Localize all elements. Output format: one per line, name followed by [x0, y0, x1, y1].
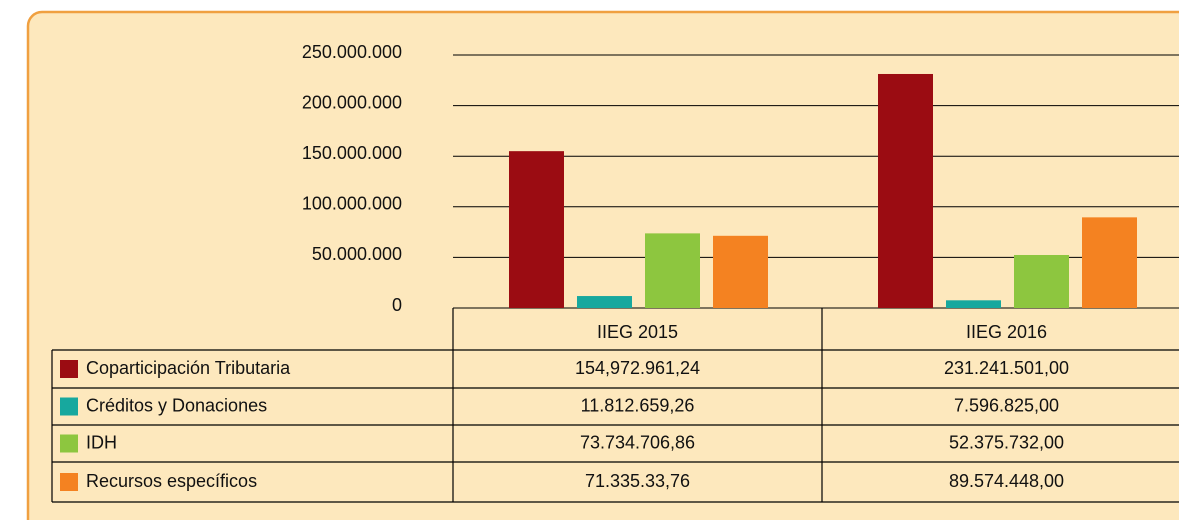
y-tick-label: 0	[392, 295, 402, 315]
x-tick-label: IIEG 2016	[966, 322, 1047, 342]
legend-label: Recursos específicos	[86, 471, 257, 491]
bar	[509, 151, 564, 308]
table-value: 89.574.448,00	[949, 471, 1064, 491]
table-value: 11.812.659,26	[581, 395, 695, 415]
bar	[1014, 254, 1069, 308]
legend-swatch	[60, 434, 78, 453]
y-tick-label: 200.000.000	[302, 92, 402, 112]
bar	[878, 73, 933, 308]
bar	[946, 300, 1001, 308]
table-value: 231.241.501,00	[944, 358, 1069, 378]
legend-label: Coparticipación Tributaria	[86, 358, 291, 378]
y-tick-label: 100.000.000	[302, 194, 402, 214]
table-value: 52.375.732,00	[949, 432, 1064, 452]
legend-swatch	[60, 360, 78, 378]
legend-label: Créditos y Donaciones	[86, 395, 267, 415]
y-tick-label: 50.000.000	[312, 244, 402, 264]
legend-swatch	[60, 473, 78, 491]
legend-swatch	[60, 397, 78, 416]
table-value: 73.734.706,86	[580, 432, 695, 452]
bar	[577, 296, 632, 308]
bar	[713, 235, 768, 308]
legend-label: IDH	[86, 432, 117, 452]
bar	[645, 233, 700, 308]
x-tick-label: IIEG 2015	[597, 322, 678, 342]
table-value: 7.596.825,00	[954, 395, 1059, 415]
table-value: 154,972.961,24	[575, 358, 700, 378]
table-value: 71.335.33,76	[585, 471, 690, 491]
y-tick-label: 150.000.000	[302, 143, 402, 163]
y-tick-label: 250.000.000	[302, 42, 402, 62]
bar	[1082, 217, 1137, 308]
